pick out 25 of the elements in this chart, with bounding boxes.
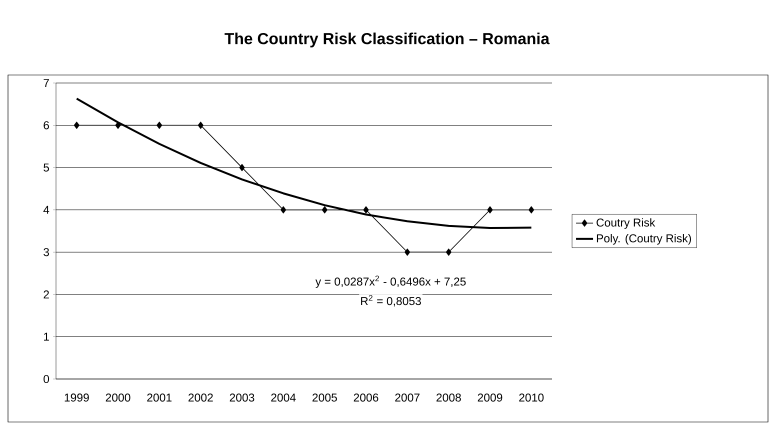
x-tick-label: 2002 <box>188 394 213 402</box>
legend-label: Poly. (Coutry Risk) <box>596 234 692 245</box>
x-tick-label: 2006 <box>354 394 378 402</box>
x-tick-label: 2009 <box>478 394 502 402</box>
y-tick-label: 4 <box>43 206 50 214</box>
x-tick-label: 2007 <box>395 394 420 402</box>
chart-title: The Country Risk Classification – Romania <box>224 32 550 48</box>
y-tick-label: 0 <box>44 374 50 384</box>
x-tick-label: 2008 <box>436 394 461 402</box>
y-tick-label: 2 <box>44 290 49 298</box>
y-tick-label: 6 <box>44 121 49 130</box>
x-tick-label: 2000 <box>106 394 130 402</box>
annotation: R$^{2}$ = 0,8053 <box>361 295 421 306</box>
x-tick-label: 2003 <box>230 394 254 402</box>
annotation: y = 0,0287x$^{2}$ - 0,6496x + 7,25 <box>315 276 466 288</box>
x-tick-label: 1999 <box>64 394 89 402</box>
y-tick-label: 3 <box>44 248 49 256</box>
legend-label: Coutry Risk <box>596 218 656 229</box>
y-tick-label: 7 <box>44 79 49 87</box>
y-tick-label: 5 <box>44 164 50 172</box>
x-tick-label: 2001 <box>147 394 172 402</box>
x-tick-label: 2005 <box>312 394 337 402</box>
y-tick-label: 1 <box>44 332 49 341</box>
x-tick-label: 2004 <box>271 394 296 402</box>
x-tick-label: 2010 <box>519 394 544 402</box>
